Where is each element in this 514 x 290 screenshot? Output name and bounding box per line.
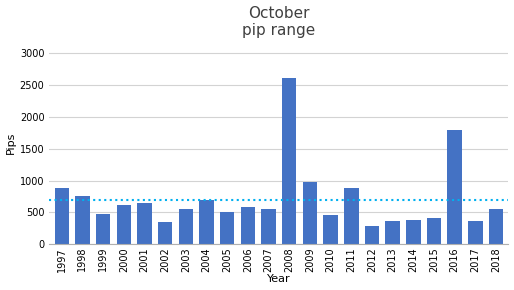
- Bar: [199, 200, 214, 244]
- Bar: [406, 220, 420, 244]
- Bar: [137, 203, 152, 244]
- Bar: [282, 78, 297, 244]
- Bar: [303, 182, 317, 244]
- Title: October
pip range: October pip range: [242, 6, 316, 38]
- Bar: [220, 212, 234, 244]
- Bar: [96, 214, 111, 244]
- Bar: [386, 221, 400, 244]
- Bar: [117, 205, 131, 244]
- Bar: [178, 209, 193, 244]
- Bar: [323, 215, 338, 244]
- Bar: [75, 196, 89, 244]
- Bar: [427, 218, 441, 244]
- Bar: [158, 222, 172, 244]
- Bar: [54, 188, 69, 244]
- Bar: [241, 207, 255, 244]
- Bar: [447, 130, 462, 244]
- Bar: [468, 221, 483, 244]
- Y-axis label: Pips: Pips: [6, 131, 15, 153]
- Bar: [489, 209, 503, 244]
- X-axis label: Year: Year: [267, 274, 291, 284]
- Bar: [261, 209, 276, 244]
- Bar: [365, 226, 379, 244]
- Bar: [344, 188, 358, 244]
